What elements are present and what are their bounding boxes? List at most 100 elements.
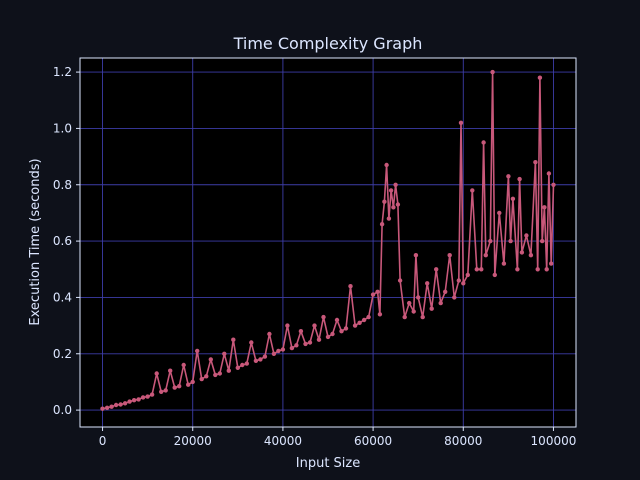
data-point: [370, 292, 376, 297]
data-point: [334, 317, 340, 323]
data-point: [429, 306, 434, 311]
data-point: [199, 376, 204, 382]
data-point: [425, 281, 430, 286]
data-point: [393, 182, 398, 187]
data-point: [411, 309, 416, 314]
data-point: [271, 351, 277, 356]
x-tick-label: 80000: [444, 434, 482, 448]
data-point: [481, 140, 486, 145]
data-point: [262, 354, 268, 359]
data-point: [307, 340, 313, 345]
data-point: [443, 289, 448, 294]
data-point: [154, 371, 159, 376]
data-point: [280, 347, 286, 352]
data-point: [397, 278, 403, 283]
x-tick-label: 20000: [174, 434, 212, 448]
data-point: [289, 345, 295, 351]
data-point: [434, 267, 439, 272]
x-tick-label: 40000: [264, 434, 302, 448]
data-point: [343, 326, 349, 331]
data-point: [490, 69, 495, 75]
data-point: [208, 357, 213, 362]
data-point: [204, 374, 209, 379]
data-point: [244, 361, 249, 366]
data-point: [240, 362, 245, 368]
y-tick-label: 0.6: [53, 234, 72, 248]
data-point: [249, 340, 254, 345]
data-point: [294, 343, 299, 348]
data-point: [447, 253, 452, 258]
data-point: [145, 394, 150, 399]
x-axis-label: Input Size: [296, 456, 360, 471]
data-point: [461, 281, 466, 286]
y-tick-label: 0.2: [53, 347, 72, 361]
data-point: [136, 397, 141, 402]
data-point: [222, 351, 227, 356]
data-point: [479, 267, 484, 272]
data-point: [186, 382, 191, 387]
y-tick-label: 1.0: [53, 121, 72, 135]
data-point: [339, 329, 344, 334]
data-point: [113, 402, 119, 408]
data-point: [508, 238, 513, 244]
data-point: [312, 323, 317, 328]
data-point: [104, 405, 110, 410]
data-point: [402, 314, 407, 320]
y-tick-label: 0.0: [53, 403, 72, 417]
y-tick-label: 0.8: [53, 178, 72, 192]
data-point: [235, 365, 240, 370]
data-point: [420, 314, 425, 320]
chart-title: Time Complexity Graph: [233, 34, 423, 53]
data-point: [384, 162, 389, 168]
data-point: [213, 372, 218, 378]
data-point: [190, 379, 195, 385]
data-point: [391, 205, 396, 210]
data-point: [438, 300, 443, 306]
data-point: [285, 323, 290, 328]
data-point: [537, 75, 543, 80]
data-point: [366, 314, 371, 320]
data-point: [492, 272, 497, 278]
data-point: [551, 182, 556, 187]
data-point: [533, 160, 538, 165]
data-point: [168, 368, 173, 373]
data-point: [321, 314, 326, 320]
data-point: [303, 341, 308, 347]
data-point: [267, 331, 272, 337]
x-tick-label: 0: [99, 434, 107, 448]
data-point: [163, 388, 168, 393]
data-point: [330, 331, 335, 337]
data-point: [348, 284, 353, 289]
data-point: [452, 295, 457, 300]
data-point: [488, 238, 493, 244]
data-point: [226, 368, 231, 373]
data-point: [379, 222, 385, 227]
data-point: [100, 406, 105, 411]
data-point: [149, 392, 155, 397]
x-tick-label: 100000: [531, 434, 577, 448]
data-point: [253, 358, 259, 363]
data-point: [131, 398, 137, 403]
data-point: [177, 384, 182, 389]
data-point: [361, 317, 367, 323]
data-point: [535, 267, 540, 272]
data-point: [465, 272, 470, 278]
data-point: [519, 250, 525, 255]
grid-layer: [80, 58, 576, 427]
data-point: [181, 362, 186, 368]
y-tick-label: 1.2: [53, 65, 72, 79]
data-point: [386, 216, 392, 221]
data-point: [122, 401, 128, 406]
data-point: [456, 278, 461, 283]
data-point: [540, 238, 545, 244]
data-point: [258, 357, 263, 362]
data-point: [458, 120, 464, 126]
data-point: [395, 202, 401, 207]
data-point: [528, 253, 534, 258]
data-point: [382, 199, 387, 204]
data-point: [524, 233, 529, 238]
series-layer: [100, 69, 556, 411]
data-point: [276, 348, 281, 354]
data-point: [195, 348, 200, 354]
